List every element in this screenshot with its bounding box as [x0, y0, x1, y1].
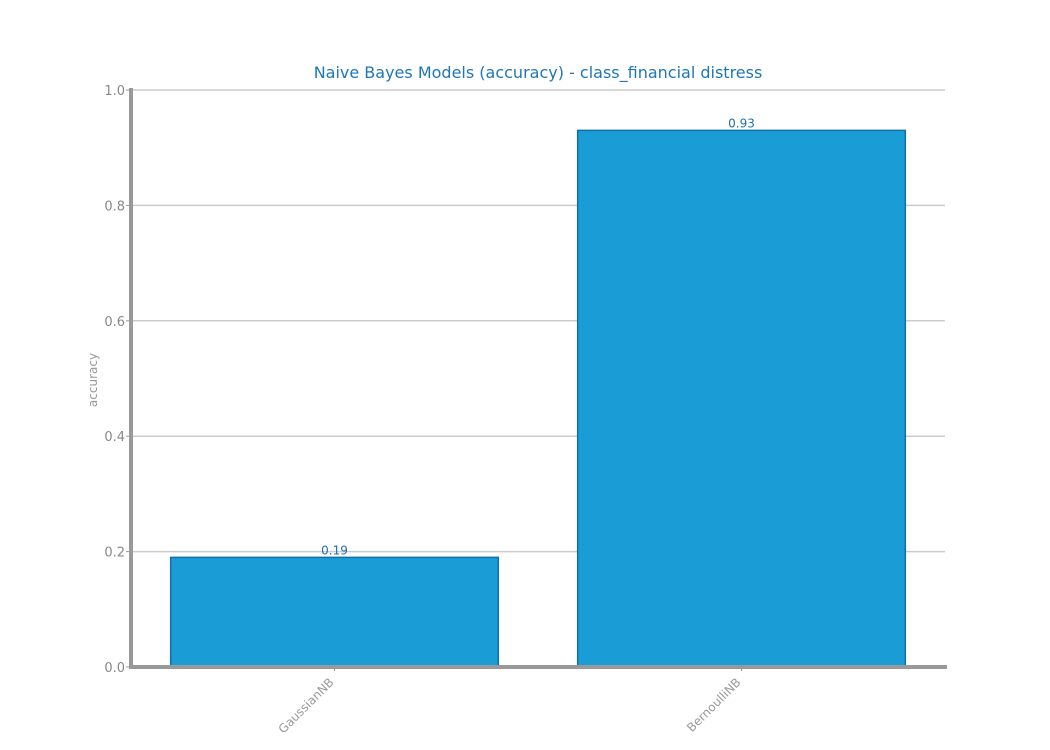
chart-title: Naive Bayes Models (accuracy) - class_fi…	[314, 63, 763, 83]
y-tick-label: 0.6	[104, 315, 125, 330]
data-labels: 0.19 0.93	[321, 116, 755, 557]
y-tick-label: 1.0	[104, 84, 125, 99]
bar	[169, 556, 500, 668]
data-label: 0.93	[728, 116, 755, 130]
y-ticks: 0.0 0.2 0.4 0.6 0.8 1.0	[104, 84, 131, 676]
y-axis-label: accuracy	[86, 353, 100, 407]
bar	[576, 129, 907, 668]
x-tick-label: GaussianNB	[276, 675, 337, 736]
x-tick-label: BernoulliNB	[684, 675, 743, 734]
data-label: 0.19	[321, 543, 348, 557]
axes	[129, 88, 947, 669]
y-tick-label: 0.0	[104, 661, 125, 676]
y-tick-label: 0.8	[104, 199, 125, 214]
bars	[169, 129, 907, 668]
y-tick-label: 0.4	[104, 430, 125, 445]
y-tick-label: 0.2	[104, 546, 125, 561]
x-ticks: GaussianNB BernoulliNB	[276, 667, 744, 736]
